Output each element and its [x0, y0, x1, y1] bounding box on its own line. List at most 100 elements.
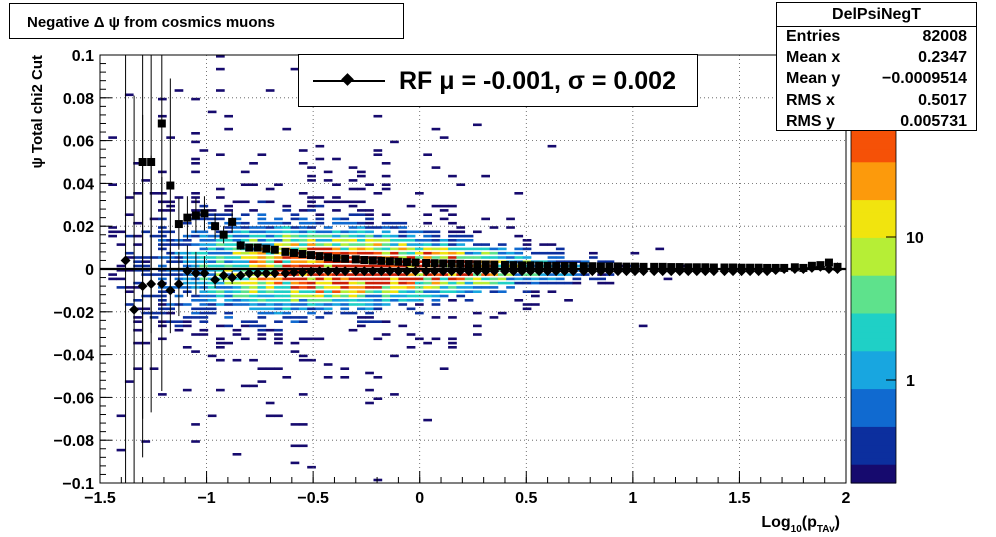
heatmap-cell	[522, 239, 532, 242]
heatmap-cell	[381, 183, 391, 186]
heatmap-cell	[439, 367, 449, 370]
heatmap-cell	[489, 247, 499, 251]
heatmap-cell	[240, 170, 250, 174]
heatmap-cell	[555, 277, 565, 281]
heatmap-cell	[216, 346, 225, 349]
heatmap-cell	[249, 162, 258, 165]
heatmap-cell	[307, 204, 316, 208]
heatmap-cell	[365, 286, 374, 289]
heatmap-cell	[141, 269, 151, 272]
heatmap-cell	[199, 281, 209, 285]
heatmap-cell	[340, 239, 350, 242]
heatmap-cell	[415, 337, 424, 341]
data-point-diamond	[500, 266, 510, 277]
heatmap-cell	[539, 281, 548, 285]
heatmap-cell	[257, 260, 267, 263]
heatmap-cell	[555, 269, 565, 272]
heatmap-cell	[348, 247, 358, 251]
heatmap-cell	[489, 226, 499, 229]
heatmap-cell	[116, 269, 126, 272]
palette-cell	[851, 325, 896, 333]
heatmap-cell	[415, 251, 424, 255]
data-point-square	[174, 220, 183, 229]
heatmap-cell	[133, 328, 142, 332]
heatmap-cell	[431, 286, 441, 289]
heatmap-cell	[439, 243, 449, 246]
heatmap-cell	[307, 277, 316, 281]
heatmap-cell	[290, 316, 300, 319]
data-point-square	[289, 248, 298, 257]
heatmap-cell	[249, 384, 258, 388]
heatmap-cell	[199, 307, 209, 311]
heatmap-cell	[158, 239, 167, 242]
heatmap-cell	[315, 294, 325, 298]
data-point-diamond	[728, 266, 738, 277]
heatmap-cell	[332, 157, 341, 161]
palette-cell	[851, 130, 896, 138]
heatmap-cell	[357, 243, 366, 246]
data-point-diamond	[551, 266, 562, 277]
palette-cell	[851, 420, 896, 427]
heatmap-cell	[282, 209, 292, 212]
heatmap-cell	[282, 204, 292, 208]
heatmap-cell	[431, 166, 441, 169]
heatmap-cell	[406, 346, 416, 349]
heatmap-cell	[307, 260, 316, 263]
heatmap-cell	[257, 264, 267, 268]
heatmap-cell	[315, 307, 325, 311]
heatmap-cell	[448, 337, 457, 341]
heatmap-cell	[373, 243, 383, 246]
heatmap-cell	[257, 290, 267, 293]
heatmap-cell	[539, 251, 548, 255]
heatmap-cell	[224, 273, 233, 276]
heatmap-cell	[224, 290, 233, 293]
heatmap-cells	[108, 55, 689, 482]
heatmap-cell	[158, 234, 167, 238]
heatmap-cell	[481, 251, 490, 255]
heatmap-cell	[282, 221, 292, 225]
heatmap-cell	[282, 239, 292, 242]
heatmap-cell	[398, 260, 408, 263]
heatmap-cell	[174, 324, 184, 328]
heatmap-cell	[439, 136, 449, 139]
data-point-square	[509, 261, 518, 270]
palette-cell	[851, 243, 896, 251]
heatmap-cell	[224, 204, 233, 208]
y-tick-label: −0.02	[54, 305, 95, 322]
data-point-diamond	[401, 266, 412, 277]
heatmap-cell	[149, 256, 159, 259]
palette-cell	[851, 205, 896, 213]
heatmap-cell	[315, 230, 325, 234]
heatmap-cell	[298, 354, 308, 358]
heatmap-cell	[497, 256, 507, 259]
heatmap-cell	[265, 226, 275, 229]
heatmap-cell	[357, 174, 366, 178]
heatmap-cell	[381, 286, 391, 289]
heatmap-cell	[182, 316, 192, 319]
heatmap-cell	[216, 269, 225, 272]
heatmap-cell	[340, 281, 350, 285]
heatmap-cell	[232, 299, 242, 302]
heatmap-cell	[340, 290, 350, 293]
stats-key: Mean y	[786, 70, 841, 87]
data-point-diamond	[806, 262, 817, 273]
heatmap-cell	[497, 251, 507, 255]
heatmap-cell	[191, 350, 200, 353]
heatmap-cell	[406, 286, 416, 289]
stats-key: RMS x	[786, 92, 835, 109]
data-point-square	[543, 261, 552, 270]
heatmap-cell	[158, 170, 167, 174]
heatmap-cell	[373, 192, 383, 195]
heatmap-cell	[124, 196, 134, 199]
data-point-diamond	[534, 266, 545, 277]
heatmap-cell	[290, 239, 300, 242]
data-point-diamond	[657, 266, 668, 277]
heatmap-cell	[158, 97, 167, 101]
heatmap-cell	[323, 290, 333, 293]
heatmap-cell	[522, 303, 532, 306]
heatmap-cell	[365, 239, 374, 242]
heatmap-cell	[431, 204, 441, 208]
heatmap-cell	[240, 183, 250, 186]
heatmap-cell	[423, 221, 432, 225]
heatmap-cell	[141, 311, 151, 315]
